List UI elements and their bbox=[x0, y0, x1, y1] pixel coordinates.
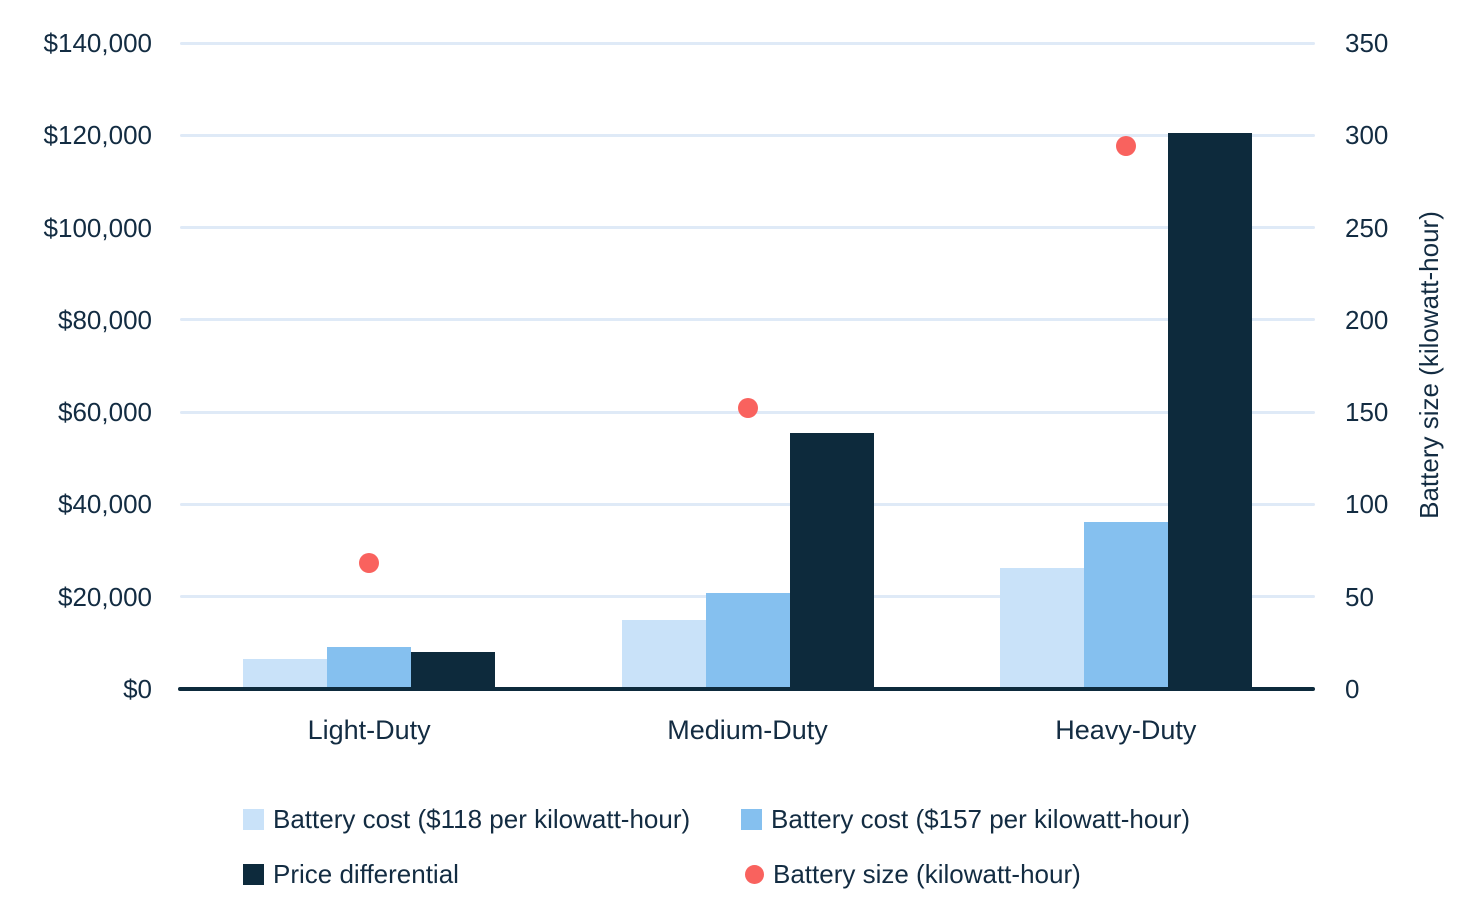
gridline bbox=[180, 133, 1315, 137]
legend-item: Battery size (kilowatt-hour) bbox=[745, 859, 1081, 889]
bar bbox=[1167, 133, 1252, 689]
right-axis-tick-label: 100 bbox=[1345, 489, 1389, 520]
right-axis-tick-label: 250 bbox=[1345, 212, 1389, 243]
right-axis-tick-label: 200 bbox=[1345, 304, 1389, 335]
gridline bbox=[180, 226, 1315, 230]
x-axis-category-label: Heavy-Duty bbox=[1055, 715, 1197, 745]
left-axis-tick-label: $20,000 bbox=[58, 581, 152, 612]
gridline bbox=[180, 318, 1315, 322]
bar bbox=[999, 568, 1084, 689]
battery-size-dot bbox=[359, 553, 380, 574]
legend-square-marker-icon bbox=[243, 863, 264, 885]
legend-label: Price differential bbox=[273, 858, 459, 889]
legend-item: Battery cost ($118 per kilowatt-hour) bbox=[243, 804, 690, 834]
bar bbox=[1083, 521, 1168, 689]
right-axis-tick-label: 350 bbox=[1345, 28, 1389, 58]
legend-square-marker-icon bbox=[741, 808, 762, 830]
left-axis-tick-label: $100,000 bbox=[43, 212, 152, 243]
bar bbox=[411, 652, 496, 689]
legend-item: Price differential bbox=[243, 859, 459, 889]
right-axis-tick-label: 150 bbox=[1345, 397, 1389, 428]
legend-label: Battery cost ($157 per kilowatt-hour) bbox=[771, 803, 1191, 834]
legend-label: Battery cost ($118 per kilowatt-hour) bbox=[273, 803, 691, 834]
left-axis-tick-label: $0 bbox=[123, 674, 152, 704]
plot-area bbox=[178, 41, 1315, 691]
x-axis-line bbox=[178, 687, 1315, 691]
battery-size-dot bbox=[737, 398, 758, 419]
right-axis-tick-label: 50 bbox=[1345, 581, 1374, 612]
left-axis-tick-label: $80,000 bbox=[58, 304, 152, 335]
legend-label: Battery size (kilowatt-hour) bbox=[773, 858, 1081, 889]
right-axis-tick-label: 300 bbox=[1345, 120, 1389, 151]
right-axis-title: Battery size (kilowatt-hour) bbox=[1414, 211, 1444, 519]
bar bbox=[789, 432, 874, 689]
left-axis-tick-label: $60,000 bbox=[58, 397, 152, 428]
bar bbox=[243, 659, 328, 689]
legend-item: Battery cost ($157 per kilowatt-hour) bbox=[741, 804, 1190, 834]
right-axis-tick-label: 0 bbox=[1345, 674, 1360, 704]
gridline bbox=[180, 41, 1315, 45]
bar bbox=[327, 647, 412, 689]
left-axis-tick-label: $140,000 bbox=[43, 28, 152, 58]
bar bbox=[621, 619, 706, 689]
bar bbox=[705, 592, 790, 689]
x-axis-category-label: Medium-Duty bbox=[667, 715, 828, 745]
legend-square-marker-icon bbox=[243, 808, 264, 830]
gridline bbox=[180, 502, 1315, 506]
left-axis-tick-label: $40,000 bbox=[58, 489, 152, 520]
legend-circle-marker-icon bbox=[745, 864, 764, 884]
left-axis-tick-label: $120,000 bbox=[43, 120, 152, 151]
battery-size-dot bbox=[1115, 136, 1136, 157]
x-axis-category-label: Light-Duty bbox=[307, 715, 431, 745]
